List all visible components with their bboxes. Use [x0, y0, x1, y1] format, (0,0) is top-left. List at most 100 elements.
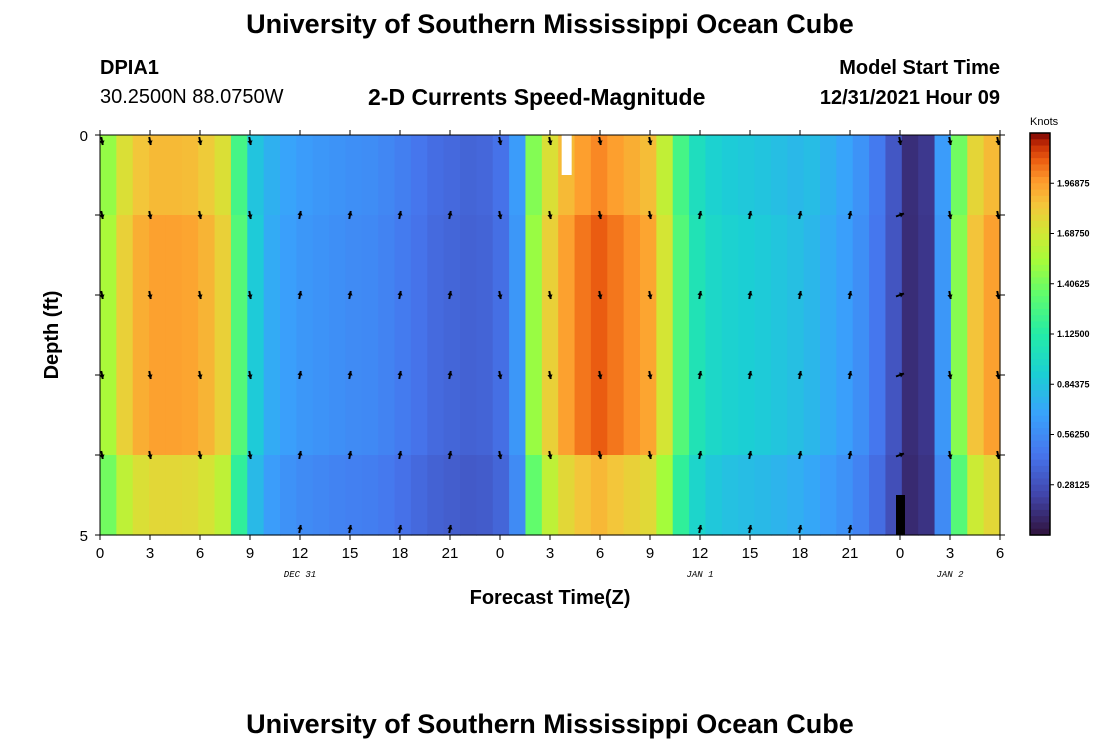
- heatmap-cell: [345, 375, 363, 456]
- heatmap-cell: [165, 295, 183, 376]
- arrow-head: [647, 140, 653, 145]
- heatmap-cell: [607, 375, 625, 456]
- arrow-head: [197, 214, 203, 219]
- heatmap-cell: [394, 135, 412, 216]
- current-arrow: [447, 370, 453, 380]
- x-tick-label: 3: [946, 545, 954, 562]
- heatmap-cell: [623, 375, 641, 456]
- heatmap-cell: [787, 295, 805, 376]
- colorbar-segment: [1030, 239, 1050, 247]
- x-tick-label: 18: [792, 545, 809, 562]
- arrow-head: [747, 211, 753, 216]
- arrow-head: [899, 292, 904, 298]
- heatmap-cell: [885, 375, 903, 456]
- heatmap-cell: [427, 375, 445, 456]
- colorbar-segment: [1030, 428, 1050, 436]
- heatmap-cell: [361, 375, 379, 456]
- heatmap-cell: [378, 455, 396, 536]
- colorbar-segment: [1030, 176, 1050, 184]
- current-arrow: [447, 450, 453, 460]
- heatmap-cell: [329, 375, 347, 456]
- heatmap-cell: [198, 135, 216, 216]
- current-arrow: [895, 292, 905, 298]
- colorbar-segment: [1030, 334, 1050, 341]
- heatmap-cell: [689, 455, 707, 536]
- arrow-head: [99, 214, 105, 219]
- arrow-head: [99, 294, 105, 299]
- heatmap-cell: [754, 215, 772, 296]
- arrow-head: [597, 454, 603, 459]
- heatmap-cell: [640, 375, 657, 456]
- current-arrow: [697, 450, 703, 460]
- colorbar-tick-label: 0.84375: [1057, 379, 1090, 389]
- heatmap-cell: [263, 295, 281, 376]
- model-start-time: 12/31/2021 Hour 09: [819, 87, 1000, 109]
- heatmap-cell: [312, 135, 330, 216]
- current-arrow: [447, 210, 453, 220]
- heatmap-cell: [198, 455, 216, 536]
- x-tick-label: 12: [692, 545, 709, 562]
- colorbar-segment: [1030, 145, 1050, 153]
- x-tick-label: 9: [246, 545, 254, 562]
- colorbar-segment: [1030, 359, 1050, 367]
- current-arrow: [347, 450, 353, 460]
- heatmap-cell: [705, 455, 723, 536]
- heatmap-cell: [607, 295, 625, 376]
- arrow-head: [947, 214, 953, 219]
- colorbar-segment: [1030, 227, 1050, 235]
- heatmap-cell: [672, 455, 690, 536]
- colorbar-segment: [1030, 258, 1050, 266]
- y-tick-label: 0: [80, 128, 88, 145]
- heatmap-cell: [541, 135, 559, 216]
- x-tick-label: 15: [742, 545, 759, 562]
- x-tick-label: 18: [392, 545, 409, 562]
- colorbar-segment: [1030, 195, 1050, 203]
- heatmap-cell: [623, 455, 641, 536]
- arrow-head: [397, 211, 403, 216]
- current-arrow: [347, 290, 353, 300]
- heatmap-cell: [754, 455, 772, 536]
- current-arrow: [597, 290, 603, 300]
- current-arrow: [847, 210, 853, 220]
- arrow-head: [197, 454, 203, 459]
- arrow-head: [147, 374, 153, 379]
- current-arrow: [895, 212, 905, 218]
- colorbar-segment: [1030, 283, 1050, 291]
- heatmap-cell: [836, 215, 854, 296]
- current-arrow: [497, 136, 503, 146]
- heatmap-cell: [934, 455, 952, 536]
- heatmap-cell: [934, 375, 952, 456]
- current-arrows: [99, 136, 1001, 534]
- arrow-head: [447, 291, 453, 296]
- heatmap-cell: [820, 295, 837, 376]
- x-tick-label: 21: [442, 545, 459, 562]
- heatmap-cell: [329, 135, 347, 216]
- arrow-head: [797, 291, 803, 296]
- heatmap-cell: [705, 375, 723, 456]
- heatmap-cell: [770, 375, 788, 456]
- heatmap-cell: [165, 455, 183, 536]
- colorbar-segment: [1030, 434, 1050, 442]
- colorbar-segment: [1030, 403, 1050, 410]
- arrow-head: [297, 291, 303, 296]
- arrow-head: [147, 214, 153, 219]
- arrow-head: [547, 374, 553, 379]
- colorbar-tick-label: 1.40625: [1057, 279, 1090, 289]
- arrow-head: [547, 294, 553, 299]
- missing-data-cell: [561, 135, 572, 175]
- current-arrow: [247, 210, 253, 220]
- heatmap-cell: [558, 375, 576, 456]
- current-arrow: [397, 210, 403, 220]
- colorbar-segment: [1030, 377, 1050, 385]
- heatmap-cell: [116, 295, 134, 376]
- x-tick-label: 0: [896, 545, 904, 562]
- heatmap-cell: [623, 295, 641, 376]
- heatmap-cell: [852, 455, 870, 536]
- arrow-head: [899, 212, 904, 218]
- current-arrow: [247, 450, 253, 460]
- heatmap-cell: [149, 215, 167, 296]
- heatmap-cell: [836, 135, 854, 216]
- current-arrow: [697, 370, 703, 380]
- current-arrow: [947, 450, 953, 460]
- heatmap-cell: [901, 375, 919, 456]
